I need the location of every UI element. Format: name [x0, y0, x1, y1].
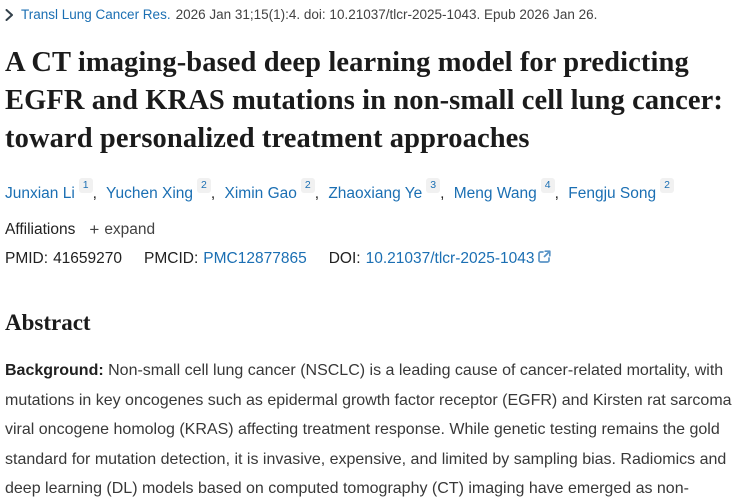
pmcid-label: PMCID: [144, 250, 199, 268]
author-affiliation-superscript[interactable]: 3 [426, 178, 441, 193]
expand-label: expand [104, 221, 156, 239]
doi-link[interactable]: 10.21037/tlcr-2025-1043 [366, 250, 552, 268]
journal-chevron-icon[interactable] [5, 9, 14, 21]
author-item: Fengju Song2 [568, 178, 674, 203]
doi-value: 10.21037/tlcr-2025-1043 [365, 250, 535, 268]
pmcid-group: PMCID: PMC12877865 [144, 250, 307, 268]
abstract-background-label: Background: [5, 362, 104, 380]
author-separator: , [314, 185, 320, 203]
author-affiliation-superscript[interactable]: 4 [540, 178, 555, 193]
author-affiliation-superscript[interactable]: 2 [660, 178, 674, 193]
affiliations-row: Affiliations + expand [5, 221, 742, 239]
author-item: Yuchen Xing2, [105, 178, 225, 203]
author-item: Meng Wang4, [453, 178, 568, 203]
author-separator: , [92, 185, 97, 203]
abstract-heading: Abstract [5, 310, 91, 336]
authors-list: Junxian Li1, Yuchen Xing2, Ximin Gao2, Z… [5, 178, 742, 204]
plus-icon: + [89, 220, 100, 240]
author-link[interactable]: Ximin Gao [224, 185, 297, 203]
doi-label: DOI: [328, 250, 361, 268]
pmid-label: PMID: [5, 250, 49, 268]
journal-link[interactable]: Transl Lung Cancer Res. [21, 7, 171, 22]
affiliations-expand-button[interactable]: + expand [89, 221, 155, 239]
external-link-icon [538, 250, 552, 268]
affiliations-label: Affiliations [5, 221, 76, 239]
author-link[interactable]: Meng Wang [453, 185, 537, 203]
identifiers-row: PMID: 41659270 PMCID: PMC12877865 DOI: 1… [5, 250, 742, 268]
abstract-background-text: Non-small cell lung cancer (NSCLC) is a … [5, 362, 732, 498]
citation-bar: Transl Lung Cancer Res. 2026 Jan 31;15(1… [5, 6, 742, 24]
author-item: Ximin Gao2, [224, 178, 329, 203]
author-link[interactable]: Zhaoxiang Ye [328, 185, 423, 203]
citation-details: 2026 Jan 31;15(1):4. doi: 10.21037/tlcr-… [175, 7, 598, 22]
author-item: Junxian Li1, [5, 178, 106, 203]
abstract-paragraph: Background: Non-small cell lung cancer (… [5, 356, 742, 500]
author-separator: , [554, 185, 559, 203]
author-link[interactable]: Fengju Song [568, 185, 657, 203]
author-affiliation-superscript[interactable]: 2 [300, 178, 315, 193]
author-link[interactable]: Yuchen Xing [105, 185, 194, 203]
author-link[interactable]: Junxian Li [5, 185, 75, 203]
author-affiliation-superscript[interactable]: 1 [78, 178, 93, 193]
pmid-value: 41659270 [53, 250, 123, 268]
pmcid-link[interactable]: PMC12877865 [203, 250, 307, 268]
doi-group: DOI: 10.21037/tlcr-2025-1043 [329, 250, 552, 268]
pmid-group: PMID: 41659270 [5, 250, 122, 268]
author-separator: , [210, 185, 216, 203]
author-separator: , [440, 185, 445, 203]
author-affiliation-superscript[interactable]: 2 [197, 178, 211, 193]
author-item: Zhaoxiang Ye3, [328, 178, 453, 203]
page-title: A CT imaging-based deep learning model f… [5, 47, 723, 154]
